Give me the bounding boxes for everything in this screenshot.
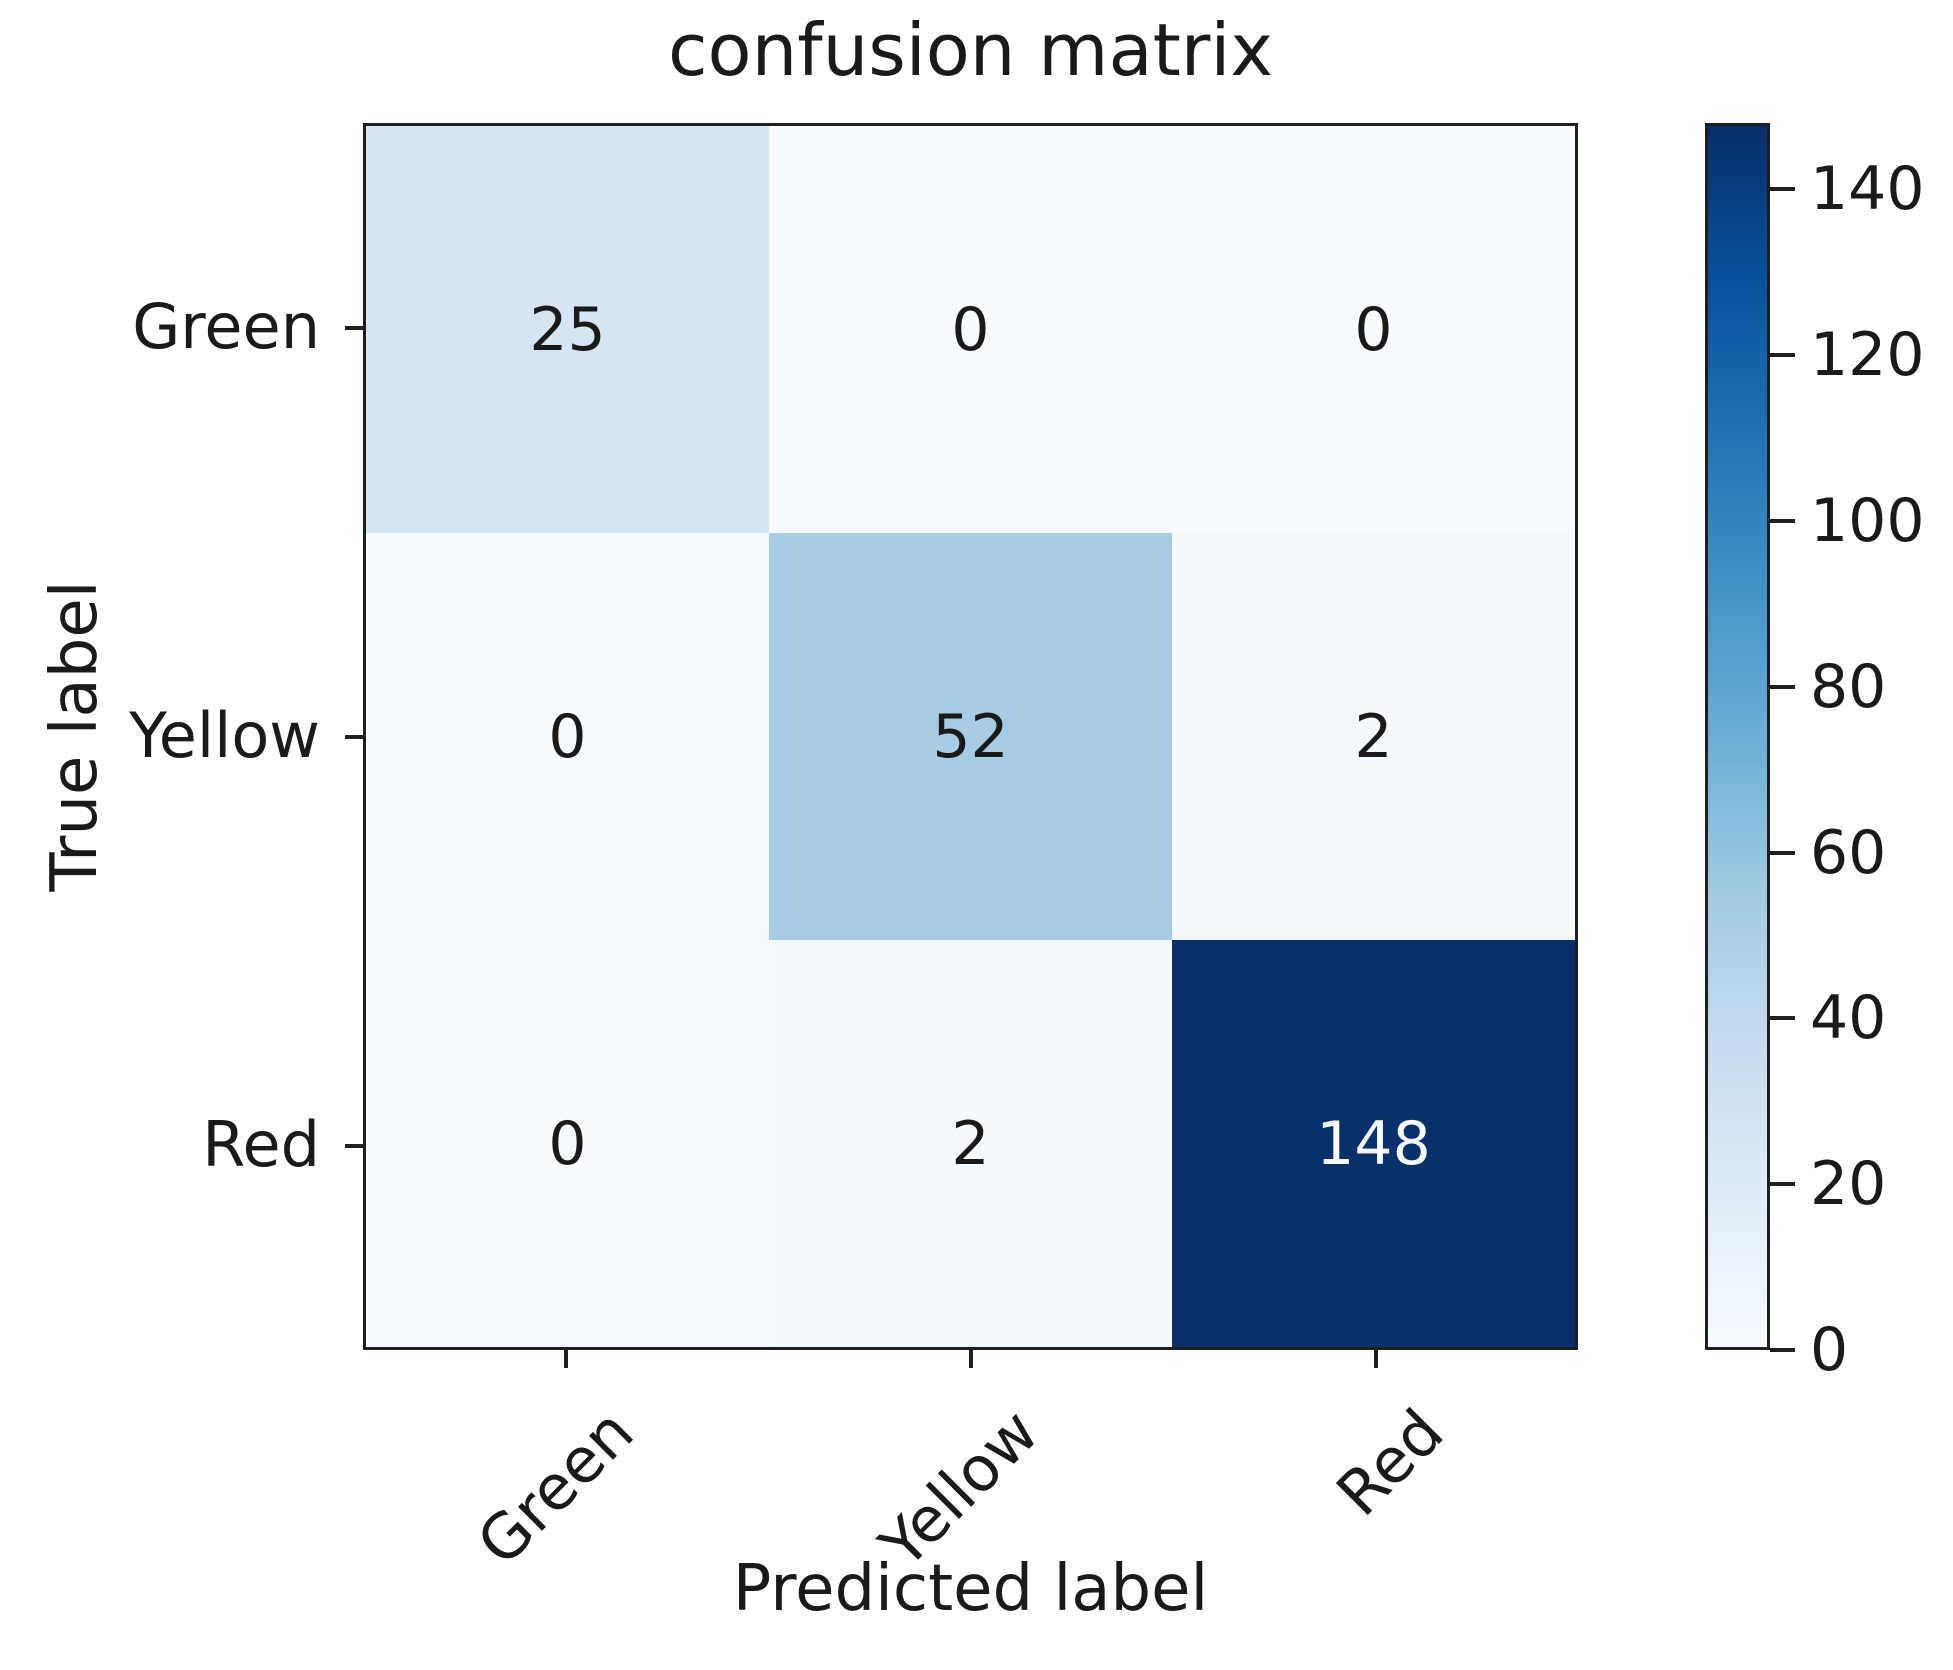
- x-axis-label: Predicted label: [732, 1552, 1209, 1626]
- heatmap-cell-Yellow-Yellow: 52: [769, 533, 1172, 940]
- colorbar-tick-label-140: 140: [1810, 154, 1925, 225]
- axis-tick-mark: [563, 1350, 568, 1368]
- cell-value: 0: [1354, 294, 1393, 365]
- axis-tick-mark: [1770, 850, 1795, 855]
- x-tick-label-Red: Red: [1322, 1395, 1458, 1530]
- axis-tick-mark: [345, 1143, 363, 1148]
- y-tick-label-Yellow: Yellow: [129, 698, 320, 772]
- cell-value: 0: [548, 701, 587, 772]
- colorbar-tick-label-40: 40: [1810, 983, 1887, 1054]
- heatmap-cell-Yellow-Green: 0: [366, 533, 769, 940]
- axis-tick-mark: [345, 734, 363, 739]
- axis-tick-mark: [345, 325, 363, 330]
- cell-value: 0: [548, 1108, 587, 1179]
- axis-tick-mark: [1770, 684, 1795, 689]
- colorbar-tick-label-100: 100: [1810, 485, 1925, 556]
- axis-tick-mark: [1770, 1182, 1795, 1187]
- heatmap-cell-Green-Red: 0: [1172, 126, 1575, 533]
- heatmap-cell-Red-Red: 148: [1172, 940, 1575, 1347]
- heatmap-cell-Red-Green: 0: [366, 940, 769, 1347]
- colorbar-tick-label-120: 120: [1810, 320, 1925, 391]
- heatmap-cell-Green-Yellow: 0: [769, 126, 1172, 533]
- colorbar-tick-label-0: 0: [1810, 1315, 1849, 1385]
- cell-value: 0: [951, 294, 990, 365]
- colorbar-tick-label-60: 60: [1810, 817, 1887, 888]
- y-tick-label-Red: Red: [202, 1107, 320, 1181]
- heatmap-grid: 25 0 0 0 52 2 0 2 148: [363, 123, 1578, 1350]
- y-axis-label: True label: [38, 580, 112, 892]
- cell-value: 2: [1354, 701, 1393, 772]
- heatmap-cell-Red-Yellow: 2: [769, 940, 1172, 1347]
- colorbar: [1705, 123, 1770, 1350]
- cell-value: 2: [951, 1108, 990, 1179]
- axis-tick-mark: [1770, 1016, 1795, 1021]
- heatmap-cell-Yellow-Red: 2: [1172, 533, 1575, 940]
- axis-tick-mark: [1770, 187, 1795, 192]
- axis-tick-mark: [1770, 1348, 1795, 1352]
- heatmap-cell-Green-Green: 25: [366, 126, 769, 533]
- cell-value: 148: [1316, 1108, 1431, 1179]
- axis-tick-mark: [1770, 353, 1795, 358]
- colorbar-tick-label-20: 20: [1810, 1149, 1887, 1220]
- axis-tick-mark: [1770, 518, 1795, 523]
- axis-tick-mark: [1373, 1350, 1378, 1368]
- colorbar-tick-label-80: 80: [1810, 651, 1887, 722]
- chart-title: confusion matrix: [667, 8, 1274, 92]
- cell-value: 52: [932, 701, 1009, 772]
- cell-value: 25: [529, 294, 606, 365]
- y-tick-label-Green: Green: [132, 289, 320, 363]
- axis-tick-mark: [968, 1350, 973, 1368]
